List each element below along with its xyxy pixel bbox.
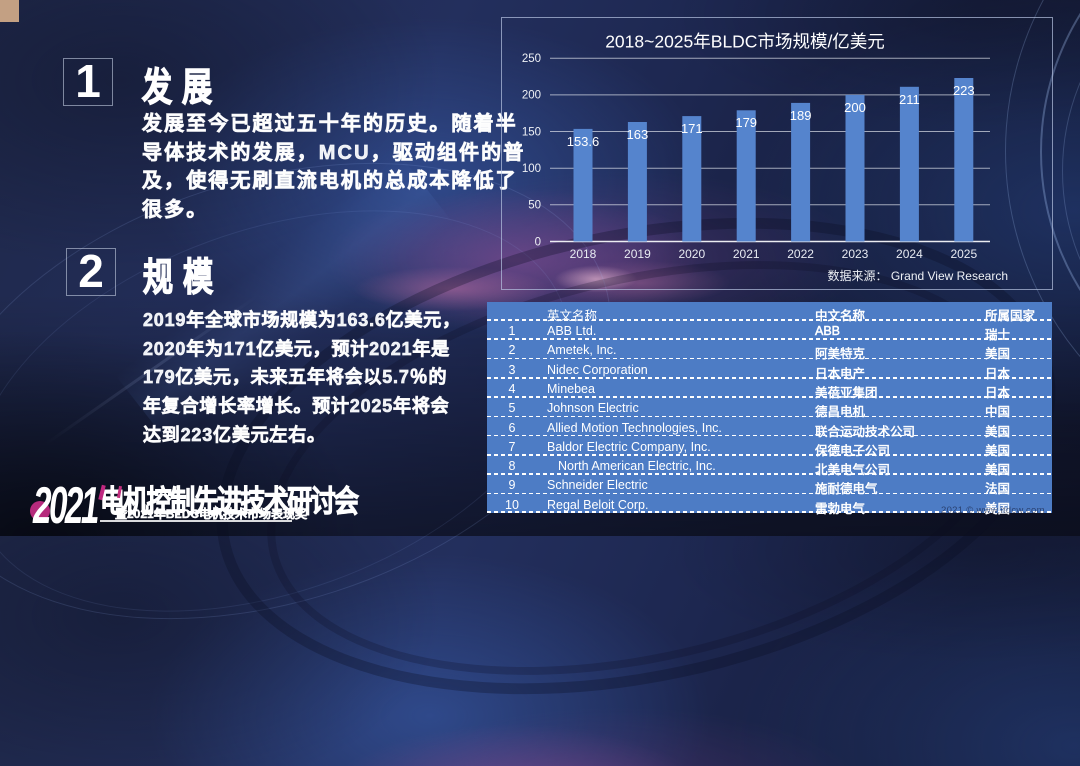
svg-text:2021: 2021: [733, 247, 760, 261]
svg-text:2019: 2019: [624, 247, 651, 261]
svg-text:2018: 2018: [570, 247, 597, 261]
svg-text:153.6: 153.6: [567, 134, 600, 149]
svg-text:2020: 2020: [678, 247, 705, 261]
svg-text:171: 171: [681, 121, 703, 136]
svg-text:2024: 2024: [896, 247, 923, 261]
svg-text:200: 200: [522, 90, 541, 102]
svg-text:179: 179: [735, 115, 757, 130]
svg-text:200: 200: [844, 100, 866, 115]
svg-text:2022: 2022: [787, 247, 814, 261]
svg-text:2025: 2025: [950, 247, 977, 261]
svg-text:100: 100: [522, 163, 541, 175]
svg-text:0: 0: [535, 236, 541, 248]
svg-text:163: 163: [627, 127, 649, 142]
svg-text:223: 223: [953, 83, 975, 98]
svg-text:189: 189: [790, 108, 812, 123]
svg-text:2018~2025年BLDC市场规模/亿美元: 2018~2025年BLDC市场规模/亿美元: [605, 32, 885, 52]
svg-text:150: 150: [522, 126, 541, 138]
svg-text:50: 50: [528, 200, 541, 212]
svg-text:250: 250: [522, 53, 541, 65]
svg-text:2023: 2023: [842, 247, 869, 261]
svg-text:数据来源： Grand View Research: 数据来源： Grand View Research: [827, 268, 1008, 283]
svg-text:211: 211: [899, 92, 920, 107]
